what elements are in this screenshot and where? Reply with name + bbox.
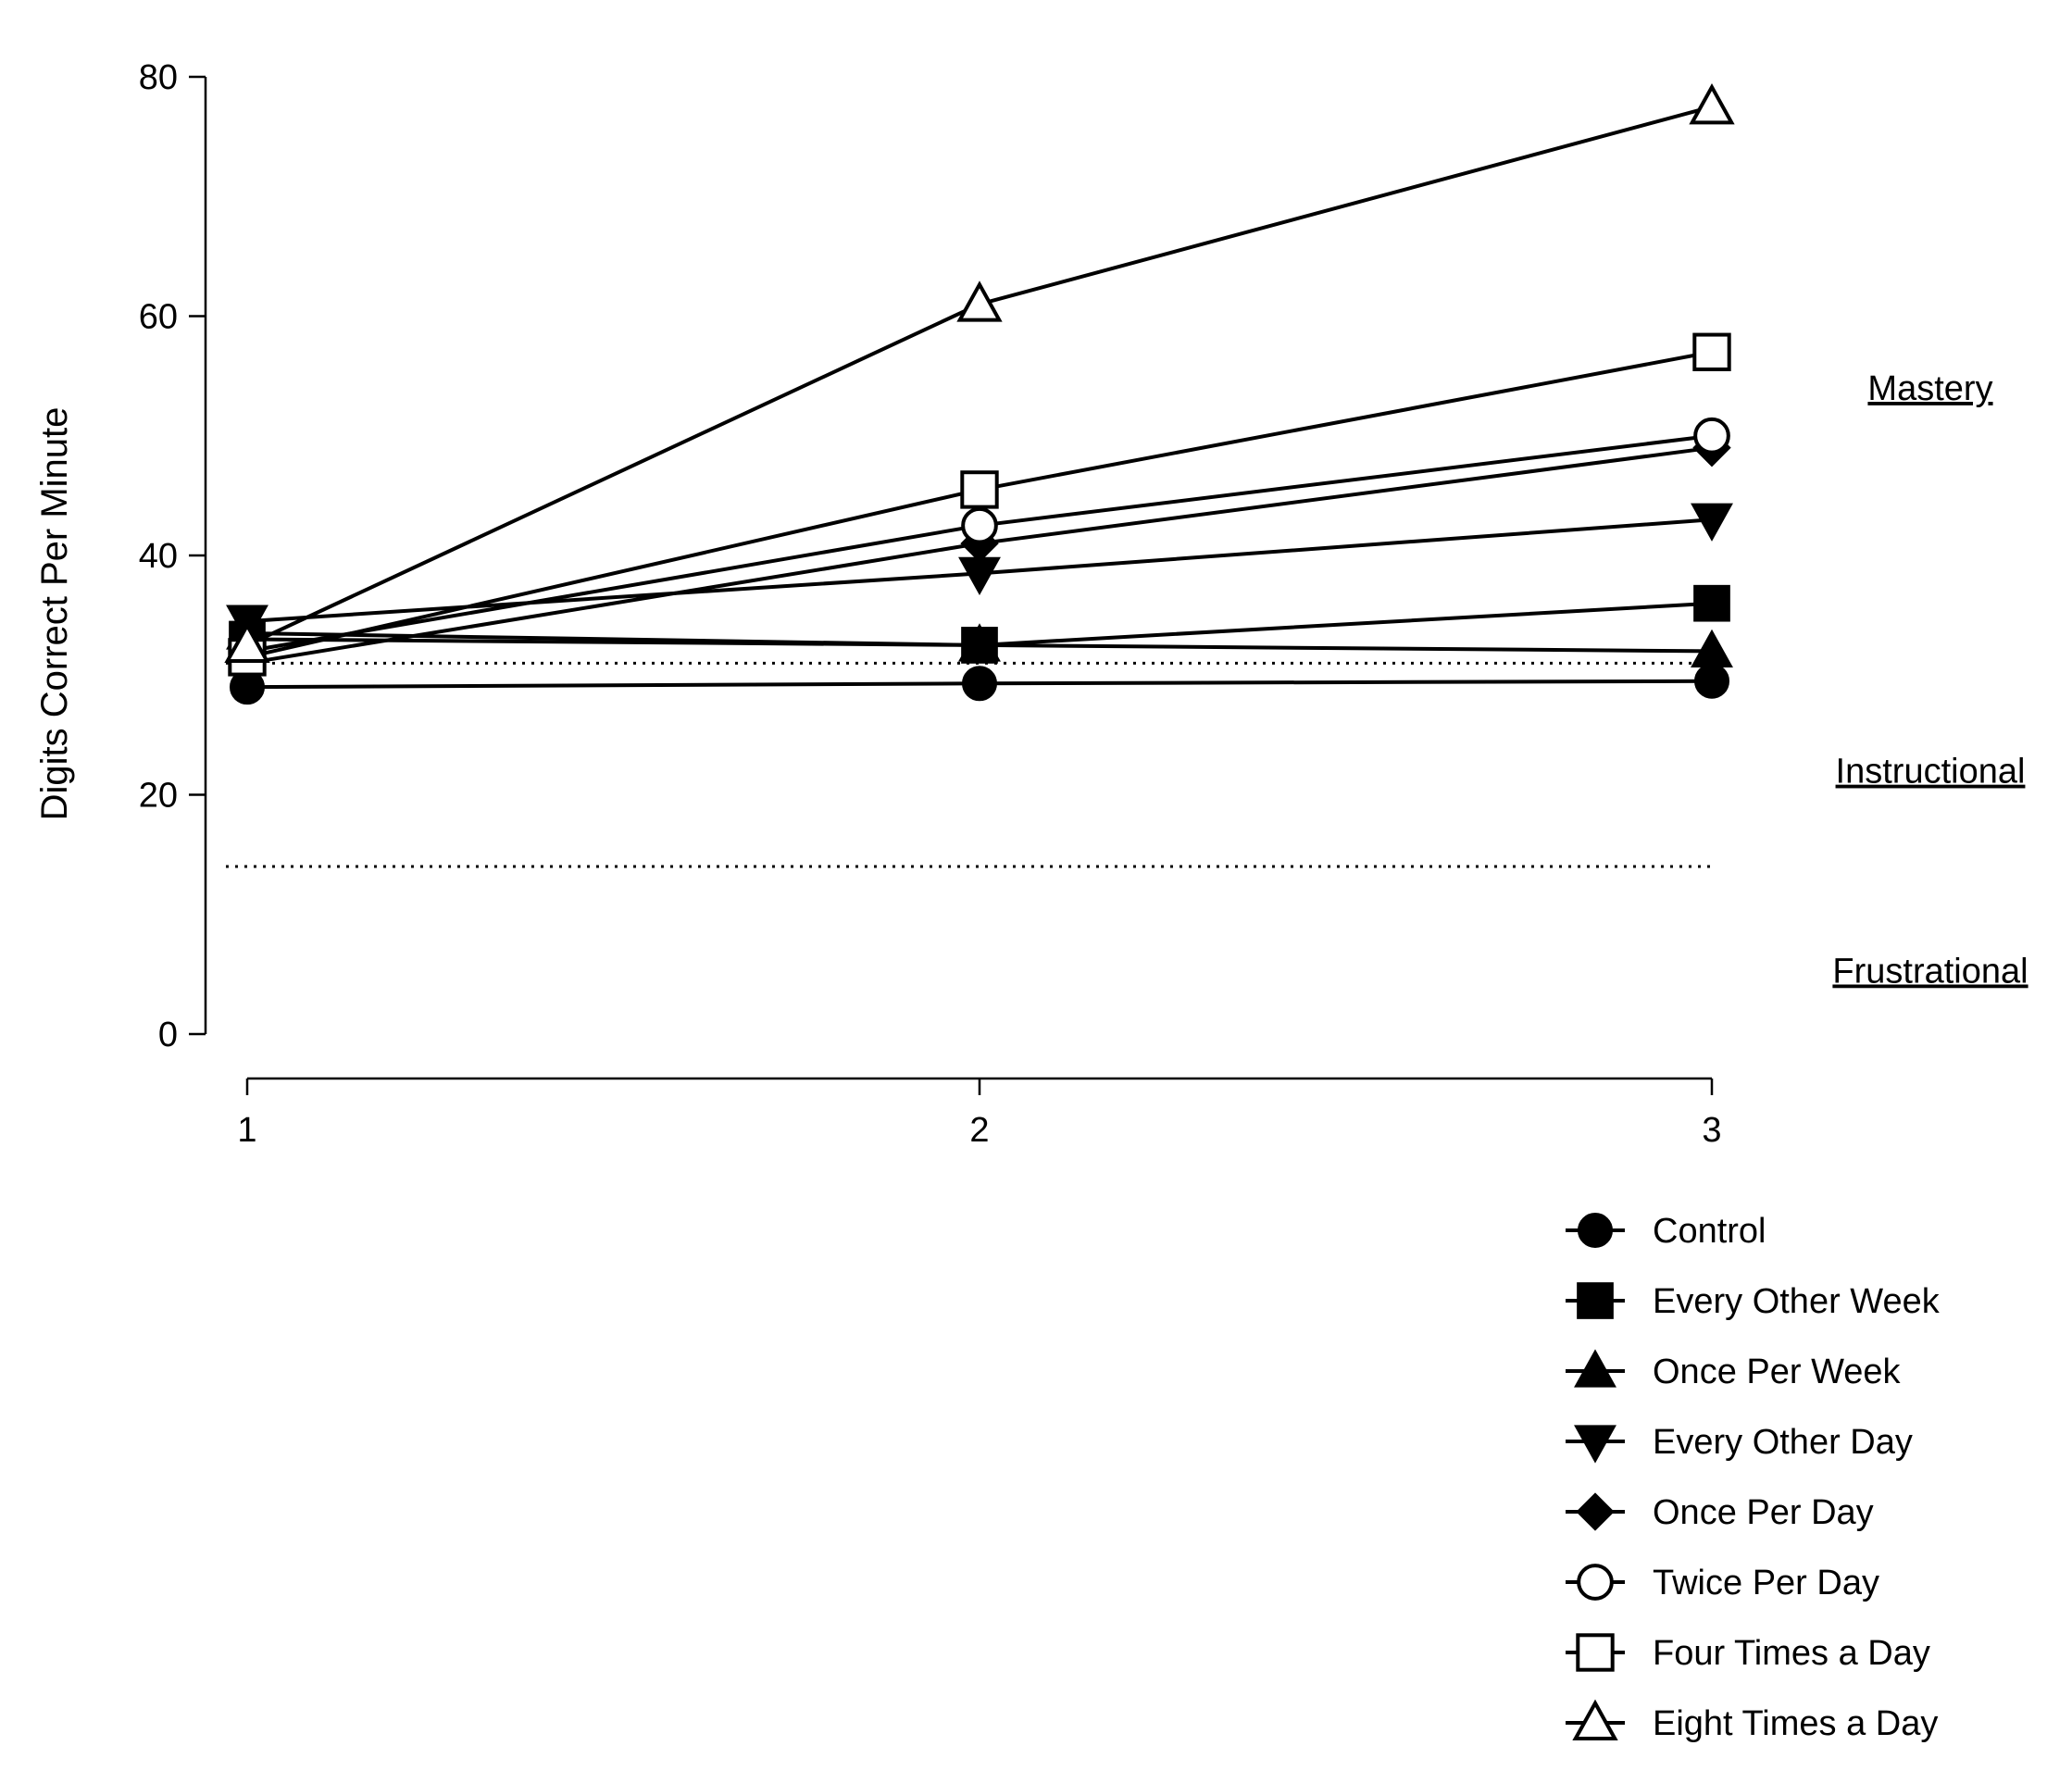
series-lines xyxy=(246,105,1713,690)
point-control-3 xyxy=(1694,663,1729,699)
zone-labels: Mastery Instructional Frustrational xyxy=(1832,369,2028,991)
legend-marker xyxy=(1577,1282,1614,1319)
legend-label: Twice Per Day xyxy=(1653,1564,1879,1602)
x-axis: 1 2 3 xyxy=(237,1077,1722,1150)
point-once-per-week-3 xyxy=(1691,629,1733,668)
series-markers xyxy=(224,82,1735,705)
y-tick-label: 20 xyxy=(139,777,178,816)
legend-item-once-per-day: Once Per Day xyxy=(1566,1492,1874,1532)
legend-item-control: Control xyxy=(1566,1212,1766,1251)
legend-marker xyxy=(1577,1564,1614,1601)
point-control-2 xyxy=(962,666,997,702)
zone-label-mastery: Mastery xyxy=(1867,369,1992,408)
legend-item-every-other-day: Every Other Day xyxy=(1566,1423,1913,1464)
legend: Control Every Other Week Once Per Week Ever… xyxy=(1566,1212,1941,1743)
legend-label: Once Per Week xyxy=(1653,1353,1902,1391)
zone-label-frustrational: Frustrational xyxy=(1832,952,2028,991)
legend-item-every-other-week: Every Other Week xyxy=(1566,1282,1941,1321)
point-every-other-week-3 xyxy=(1693,584,1730,622)
legend-marker xyxy=(1574,1349,1616,1388)
legend-label: Control xyxy=(1653,1212,1766,1251)
point-eight-times-a-day-3 xyxy=(1689,82,1735,125)
point-once-per-week-2 xyxy=(958,623,1001,662)
legend-label: Every Other Week xyxy=(1653,1282,1941,1321)
y-tick-label: 80 xyxy=(139,58,178,97)
legend-marker xyxy=(1572,1699,1618,1740)
x-tick-label: 3 xyxy=(1702,1111,1721,1150)
point-every-other-day-3 xyxy=(1691,503,1733,542)
legend-marker xyxy=(1574,1425,1616,1464)
legend-item-four-times-a-day: Four Times a Day xyxy=(1566,1633,1930,1673)
x-tick-label: 2 xyxy=(969,1111,989,1150)
y-tick-label: 40 xyxy=(139,537,178,576)
legend-marker xyxy=(1576,1492,1615,1531)
point-eight-times-a-day-2 xyxy=(956,281,1003,322)
point-eight-times-a-day-1 xyxy=(224,621,270,663)
legend-label: Four Times a Day xyxy=(1653,1634,1930,1673)
point-twice-per-day-3 xyxy=(1693,417,1730,455)
legend-item-eight-times-a-day: Eight Times a Day xyxy=(1566,1699,1938,1743)
legend-item-once-per-week: Once Per Week xyxy=(1566,1349,1902,1391)
x-tick-label: 1 xyxy=(237,1111,256,1150)
zone-label-instructional: Instructional xyxy=(1836,753,2026,792)
point-four-times-a-day-3 xyxy=(1692,332,1731,371)
legend-label: Eight Times a Day xyxy=(1653,1704,1938,1743)
legend-marker xyxy=(1578,1213,1613,1248)
y-axis: 0 20 40 60 80 xyxy=(139,58,207,1054)
y-axis-title: Digits Correct Per Minute xyxy=(34,407,75,821)
legend-item-twice-per-day: Twice Per Day xyxy=(1566,1564,1879,1602)
point-twice-per-day-2 xyxy=(961,506,998,544)
legend-label: Once Per Day xyxy=(1653,1493,1874,1532)
y-tick-label: 60 xyxy=(139,298,178,337)
legend-label: Every Other Day xyxy=(1653,1423,1913,1462)
point-four-times-a-day-2 xyxy=(960,470,999,509)
legend-marker xyxy=(1576,1633,1615,1672)
y-tick-label: 0 xyxy=(158,1016,178,1054)
